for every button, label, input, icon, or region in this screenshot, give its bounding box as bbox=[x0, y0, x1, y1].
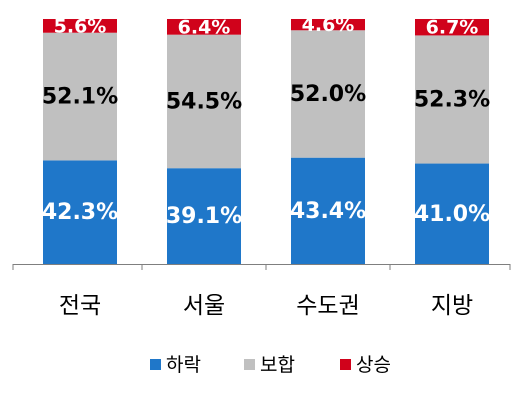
bar-value-label: 52.3% bbox=[414, 87, 490, 112]
bar-value-label: 42.3% bbox=[42, 200, 118, 225]
bar-segment bbox=[291, 157, 365, 264]
bar-segment bbox=[291, 30, 365, 158]
bar-value-label: 6.7% bbox=[426, 17, 479, 39]
bar-value-label: 52.0% bbox=[290, 82, 366, 107]
bar-segment bbox=[415, 19, 489, 36]
legend-entry: 하락 bbox=[166, 354, 201, 376]
bar-segment bbox=[291, 19, 365, 31]
bar-value-label: 5.6% bbox=[54, 15, 107, 37]
x-tick-label: 서울 bbox=[183, 293, 225, 319]
x-tick-label: 전국 bbox=[59, 293, 101, 319]
legend-entry: 보합 bbox=[260, 354, 295, 376]
x-tick-label: 수도권 bbox=[296, 293, 359, 319]
bar-value-label: 52.1% bbox=[42, 85, 118, 110]
bar-segment bbox=[43, 32, 117, 161]
bar-segment bbox=[415, 35, 489, 164]
legend-swatch bbox=[340, 359, 351, 370]
bar-segment bbox=[167, 19, 241, 35]
bar-value-label: 6.4% bbox=[178, 16, 231, 38]
legend-entry: 상승 bbox=[356, 354, 391, 376]
bar-value-label: 39.1% bbox=[166, 204, 242, 229]
bar-value-label: 41.0% bbox=[414, 202, 490, 227]
bar-segment bbox=[43, 19, 117, 33]
bar-value-label: 54.5% bbox=[166, 89, 242, 114]
bar-segment bbox=[167, 168, 241, 264]
bar-segment bbox=[43, 160, 117, 264]
x-tick-label: 지방 bbox=[431, 293, 473, 319]
bar-value-label: 43.4% bbox=[290, 199, 366, 224]
legend-swatch bbox=[244, 359, 255, 370]
legend-swatch bbox=[150, 359, 161, 370]
bar-segment bbox=[167, 34, 241, 169]
bar-segment bbox=[415, 163, 489, 264]
bar-value-label: 4.6% bbox=[302, 14, 355, 36]
